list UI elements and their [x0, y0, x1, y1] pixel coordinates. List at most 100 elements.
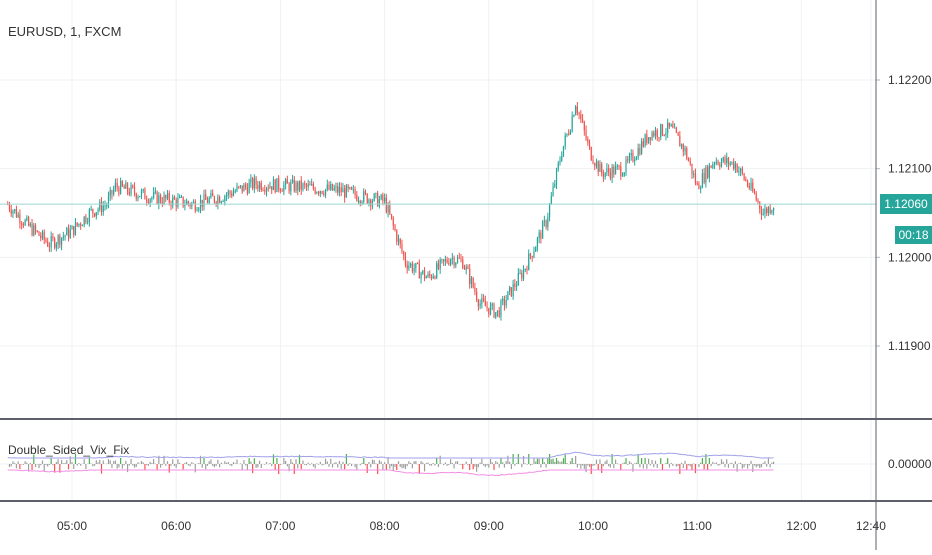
candle-body [418, 263, 420, 279]
candle-body [41, 231, 44, 238]
candle-body [283, 184, 285, 192]
candle-body [140, 190, 143, 197]
candle-body [347, 185, 349, 189]
candle-body [331, 184, 334, 191]
candle-body [432, 276, 434, 279]
candle-body [434, 276, 436, 279]
candle-body [719, 164, 721, 167]
candle-body [288, 183, 290, 192]
candle-body [753, 191, 756, 194]
candle-body [352, 189, 354, 191]
candle-body [104, 205, 106, 207]
candle-body [670, 124, 672, 127]
candle-body [90, 209, 92, 211]
indicator-title: Double_Sided_Vix_Fix [8, 443, 130, 457]
candle-body [69, 229, 71, 238]
candle-body [580, 114, 582, 120]
candle-body [743, 173, 745, 180]
candle-body [229, 191, 231, 194]
candle-body [45, 239, 47, 242]
candle-body [597, 161, 599, 172]
candle-body [321, 191, 323, 194]
candle-body [99, 201, 101, 210]
candle-body [22, 224, 24, 226]
candle-body [217, 197, 219, 205]
x-tick-label: 12:00 [786, 519, 816, 533]
candle-body [154, 191, 156, 193]
candle-body [264, 190, 266, 192]
candle-body [311, 183, 313, 186]
candle-body [496, 310, 499, 313]
candle-body [198, 208, 200, 211]
candle-body [703, 173, 705, 183]
candle-body [510, 287, 512, 297]
candle-body [465, 266, 467, 270]
candle-body [377, 192, 379, 207]
candle-body [769, 207, 771, 213]
candle-body [694, 173, 697, 184]
candle-body [318, 192, 320, 194]
candle-body [665, 133, 667, 136]
candle-body [192, 201, 195, 203]
candle-body [220, 201, 222, 203]
y-tick-label: 1.12200 [888, 73, 932, 87]
candle-body [373, 194, 375, 202]
candle-body [293, 179, 295, 192]
candle-body [356, 195, 358, 201]
candle-body [609, 172, 611, 179]
candle-body [455, 262, 457, 266]
candle-body [734, 163, 737, 169]
candle-body [689, 161, 691, 164]
candle-body [415, 263, 417, 269]
candle-body [590, 147, 592, 161]
candle-body [512, 283, 514, 297]
candle-body [569, 131, 572, 135]
candle-body [406, 264, 408, 269]
candle-body [389, 205, 391, 215]
candle-body [85, 216, 87, 223]
candle-body [81, 225, 84, 227]
candle-body [476, 291, 478, 301]
candle-body [345, 185, 347, 198]
candle-body [15, 209, 18, 218]
candle-body [201, 199, 203, 207]
x-tick-label: 11:00 [683, 519, 712, 533]
candle-body [349, 187, 351, 189]
candle-body [493, 303, 495, 318]
candle-body [307, 184, 309, 187]
candle-body [587, 139, 589, 142]
candle-body [627, 159, 629, 161]
candle-body [278, 178, 280, 190]
candle-body [573, 115, 575, 117]
candle-body [495, 312, 497, 318]
candle-body [684, 148, 686, 152]
candle-body [43, 231, 45, 240]
candle-body [274, 179, 276, 192]
candle-body [583, 121, 585, 131]
grid-layer [0, 0, 876, 500]
candle-body [48, 246, 51, 248]
candle-body [675, 127, 677, 133]
candle-body [66, 228, 68, 236]
candle-body [109, 190, 111, 197]
candle-body [57, 235, 59, 244]
vix-lower-band [7, 469, 774, 477]
candle-body [114, 182, 117, 190]
candle-body [502, 298, 504, 301]
candle-body [446, 259, 448, 263]
candle-body [449, 259, 452, 265]
candle-body [738, 171, 740, 173]
candle-body [319, 191, 321, 194]
candle-body [540, 232, 542, 239]
candle-body [175, 199, 177, 207]
candle-body [76, 222, 78, 226]
candle-body [656, 130, 658, 138]
candle-body [215, 202, 217, 205]
candle-body [351, 187, 353, 190]
candle-body [125, 183, 127, 189]
candle-body [80, 223, 82, 226]
x-tick-label: 12:40 [856, 519, 886, 533]
candle-body [614, 166, 617, 175]
candle-body [559, 160, 561, 163]
